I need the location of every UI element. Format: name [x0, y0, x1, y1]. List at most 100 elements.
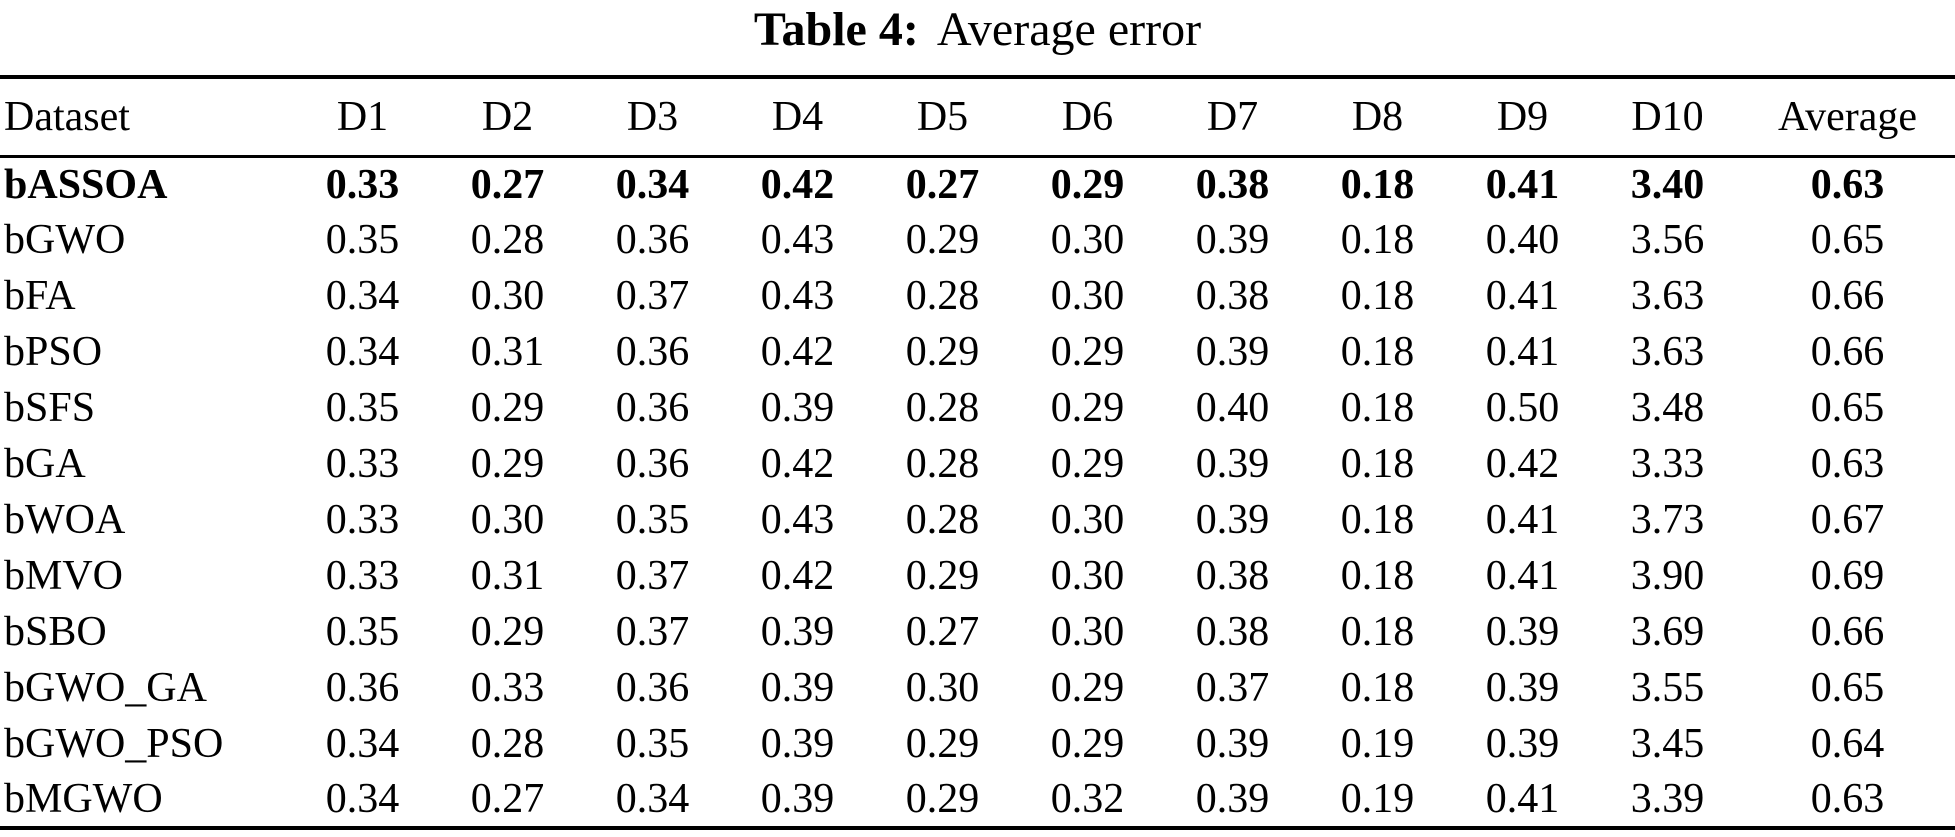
table-cell: 0.38: [1195, 553, 1270, 599]
table-cell: 0.18: [1340, 217, 1415, 263]
row-label: bMGWO: [4, 776, 163, 822]
table-row: bSFS 0.35 0.29 0.36 0.39 0.28 0.29 0.40 0.18 0.50…: [0, 380, 1955, 436]
table-cell: 0.42: [1485, 441, 1560, 487]
column-header-d6: D6: [1015, 77, 1160, 158]
table-cell: 0.30: [1050, 553, 1125, 599]
table-cell: 0.29: [1050, 329, 1125, 375]
table-row: bMGWO 0.34 0.27 0.34 0.39 0.29 0.32 0.39 0.19 0.4…: [0, 772, 1955, 828]
table-cell: 0.37: [1195, 665, 1270, 711]
table-cell: 3.48: [1630, 385, 1705, 431]
column-header-d8: D8: [1305, 77, 1450, 158]
table-row: bASSOA 0.33 0.27 0.34 0.42 0.27 0.29 0.38 0.18 0.…: [0, 156, 1955, 212]
table-cell: 0.29: [1050, 665, 1125, 711]
table-cell: 3.90: [1630, 553, 1705, 599]
table-cell: 0.35: [325, 609, 400, 655]
column-header-d4: D4: [725, 77, 870, 158]
table-cell: 0.39: [1195, 441, 1270, 487]
table-cell: 0.39: [760, 776, 835, 822]
column-header-d2: D2: [435, 77, 580, 158]
table-cell: 0.36: [615, 329, 690, 375]
table-row: bGA 0.33 0.29 0.36 0.42 0.28 0.29 0.39 0.18 0.42 3…: [0, 436, 1955, 492]
table-cell: 0.33: [325, 441, 400, 487]
table-row: bGWO 0.35 0.28 0.36 0.43 0.29 0.30 0.39 0.18 0.40…: [0, 212, 1955, 268]
table-cell: 0.38: [1195, 161, 1270, 208]
table-cell: 0.34: [325, 721, 400, 767]
table-cell: 0.19: [1340, 721, 1415, 767]
table-cell: 0.18: [1340, 665, 1415, 711]
row-label: bFA: [4, 273, 76, 319]
table-cell: 0.33: [325, 161, 400, 208]
table-cell: 0.65: [1810, 665, 1885, 711]
table-cell: 0.40: [1195, 385, 1270, 431]
table-cell: 0.28: [470, 217, 545, 263]
table-cell: 0.30: [1050, 217, 1125, 263]
table-cell: 0.27: [470, 776, 545, 822]
table-row: bWOA 0.33 0.30 0.35 0.43 0.28 0.30 0.39 0.18 0.41…: [0, 492, 1955, 548]
table-cell: 0.31: [470, 553, 545, 599]
table-cell: 0.28: [905, 273, 980, 319]
table-cell: 0.29: [905, 329, 980, 375]
table-cell: 0.33: [325, 497, 400, 543]
table-cell: 0.32: [1050, 776, 1125, 822]
table-caption: Table 4: Average error: [0, 0, 1955, 75]
table-cell: 0.34: [325, 329, 400, 375]
table-cell: 0.36: [325, 665, 400, 711]
table-cell: 0.18: [1340, 385, 1415, 431]
table-cell: 0.18: [1340, 329, 1415, 375]
table-row: bFA 0.34 0.30 0.37 0.43 0.28 0.30 0.38 0.18 0.41 3…: [0, 268, 1955, 324]
table-cell: 0.30: [470, 273, 545, 319]
table-cell: 0.27: [470, 161, 545, 208]
table-cell: 0.33: [470, 665, 545, 711]
table-cell: 0.19: [1340, 776, 1415, 822]
table-cell: 0.42: [760, 329, 835, 375]
table-cell: 3.63: [1630, 273, 1705, 319]
table-cell: 0.28: [905, 441, 980, 487]
table-cell: 0.29: [905, 217, 980, 263]
table-cell: 0.39: [1195, 217, 1270, 263]
table-cell: 3.33: [1630, 441, 1705, 487]
row-label: bMVO: [4, 553, 124, 599]
table-cell: 0.36: [615, 217, 690, 263]
table-cell: 0.39: [1195, 721, 1270, 767]
table-cell: 0.29: [470, 609, 545, 655]
table-cell: 0.30: [905, 665, 980, 711]
row-label: bGA: [4, 441, 86, 487]
table-cell: 0.29: [905, 776, 980, 822]
column-header-d1: D1: [290, 77, 435, 158]
table-cell: 0.39: [1195, 776, 1270, 822]
column-header-d5: D5: [870, 77, 1015, 158]
table-cell: 0.37: [615, 273, 690, 319]
table-cell: 0.39: [1195, 329, 1270, 375]
table-cell: 3.40: [1630, 161, 1705, 208]
table-cell: 0.38: [1195, 609, 1270, 655]
table-row: bGWO_PSO 0.34 0.28 0.35 0.39 0.29 0.29 0.39 0.19…: [0, 716, 1955, 772]
row-label: bGWO_GA: [4, 665, 207, 711]
table-row: bGWO_GA 0.36 0.33 0.36 0.39 0.30 0.29 0.37 0.18 0…: [0, 660, 1955, 716]
table-cell: 0.28: [905, 497, 980, 543]
table-cell: 0.34: [615, 161, 690, 208]
table-header-row: Dataset D1 D2 D3 D4 D5 D6 D7 D8 D9 D10 Average: [0, 77, 1955, 158]
table-cell: 0.29: [1050, 441, 1125, 487]
row-label: bASSOA: [4, 161, 168, 208]
table-cell: 0.39: [1195, 497, 1270, 543]
average-error-table: Dataset D1 D2 D3 D4 D5 D6 D7 D8 D9 D10 Average bASS…: [0, 75, 1955, 830]
table-cell: 0.27: [905, 609, 980, 655]
table-cell: 0.67: [1810, 497, 1885, 543]
table-row: bPSO 0.34 0.31 0.36 0.42 0.29 0.29 0.39 0.18 0.41…: [0, 324, 1955, 380]
column-header-average: Average: [1740, 77, 1955, 158]
table-cell: 0.63: [1810, 776, 1885, 822]
table-cell: 0.66: [1810, 273, 1885, 319]
table-cell: 0.36: [615, 441, 690, 487]
row-label: bGWO_PSO: [4, 721, 224, 767]
table-cell: 0.35: [615, 497, 690, 543]
table-cell: 0.43: [760, 273, 835, 319]
table-cell: 0.50: [1485, 385, 1560, 431]
table-cell: 0.63: [1810, 441, 1885, 487]
table-cell: 0.39: [760, 665, 835, 711]
table-cell: 0.65: [1810, 385, 1885, 431]
table-cell: 0.30: [470, 497, 545, 543]
table-cell: 0.38: [1195, 273, 1270, 319]
table-cell: 0.42: [760, 161, 835, 208]
table-cell: 0.34: [325, 776, 400, 822]
